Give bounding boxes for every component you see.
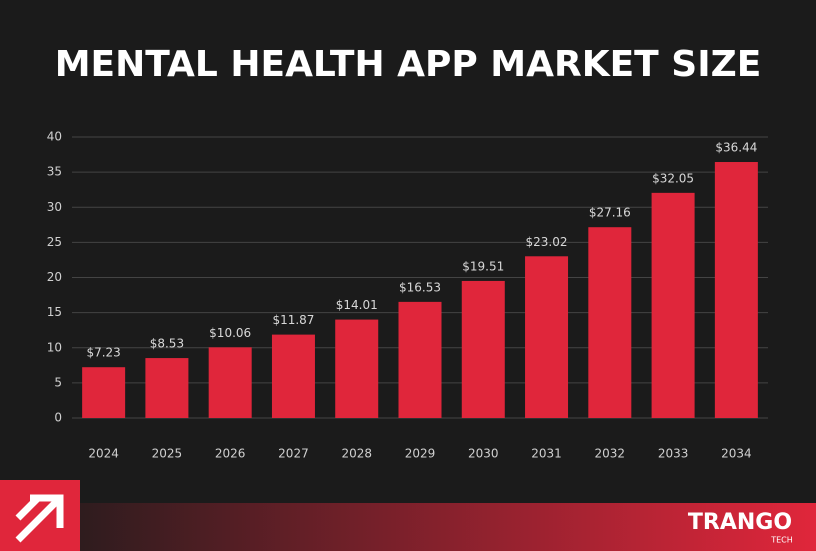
value-label: $7.23 xyxy=(86,346,120,360)
bar xyxy=(145,358,189,418)
y-tick-label: 20 xyxy=(47,270,62,284)
bar xyxy=(82,367,126,418)
bar xyxy=(335,319,379,418)
bar xyxy=(714,162,758,418)
y-tick-label: 5 xyxy=(54,375,62,389)
value-label: $8.53 xyxy=(150,337,184,351)
y-tick-label: 10 xyxy=(47,340,62,354)
y-tick-label: 25 xyxy=(47,235,62,249)
bar xyxy=(208,347,252,418)
value-label: $19.51 xyxy=(462,259,504,273)
y-tick-label: 40 xyxy=(47,130,62,144)
value-label: $32.05 xyxy=(652,171,694,185)
y-tick-label: 0 xyxy=(54,411,62,425)
value-label: $36.44 xyxy=(715,141,757,155)
value-label: $27.16 xyxy=(589,206,631,220)
x-tick-label: 2028 xyxy=(341,447,372,461)
bar xyxy=(651,192,695,418)
x-tick-label: 2033 xyxy=(658,447,689,461)
x-tick-label: 2024 xyxy=(88,447,119,461)
logo-arrow xyxy=(15,494,64,543)
value-label: $11.87 xyxy=(272,313,314,327)
y-tick-label: 35 xyxy=(47,165,62,179)
x-tick-label: 2031 xyxy=(531,447,562,461)
x-tick-label: 2027 xyxy=(278,447,309,461)
value-label: $23.02 xyxy=(526,235,568,249)
x-tick-label: 2025 xyxy=(152,447,183,461)
bar xyxy=(461,280,505,418)
bar xyxy=(271,334,315,418)
footer-band xyxy=(0,503,816,551)
logo-tagline: TECH xyxy=(770,536,793,545)
x-tick-label: 2026 xyxy=(215,447,246,461)
y-tick-label: 15 xyxy=(47,305,62,319)
value-label: $10.06 xyxy=(209,326,251,340)
bar xyxy=(525,256,569,418)
logo-name: TRANGO xyxy=(688,510,792,535)
bar xyxy=(398,301,442,418)
x-tick-label: 2032 xyxy=(595,447,626,461)
y-tick-label: 30 xyxy=(47,200,62,214)
x-tick-label: 2034 xyxy=(721,447,752,461)
value-label: $14.01 xyxy=(336,298,378,312)
x-tick-label: 2030 xyxy=(468,447,499,461)
chart-title: MENTAL HEALTH APP MARKET SIZE xyxy=(55,44,762,85)
x-tick-label: 2029 xyxy=(405,447,436,461)
value-label: $16.53 xyxy=(399,280,441,294)
bar xyxy=(588,227,632,418)
